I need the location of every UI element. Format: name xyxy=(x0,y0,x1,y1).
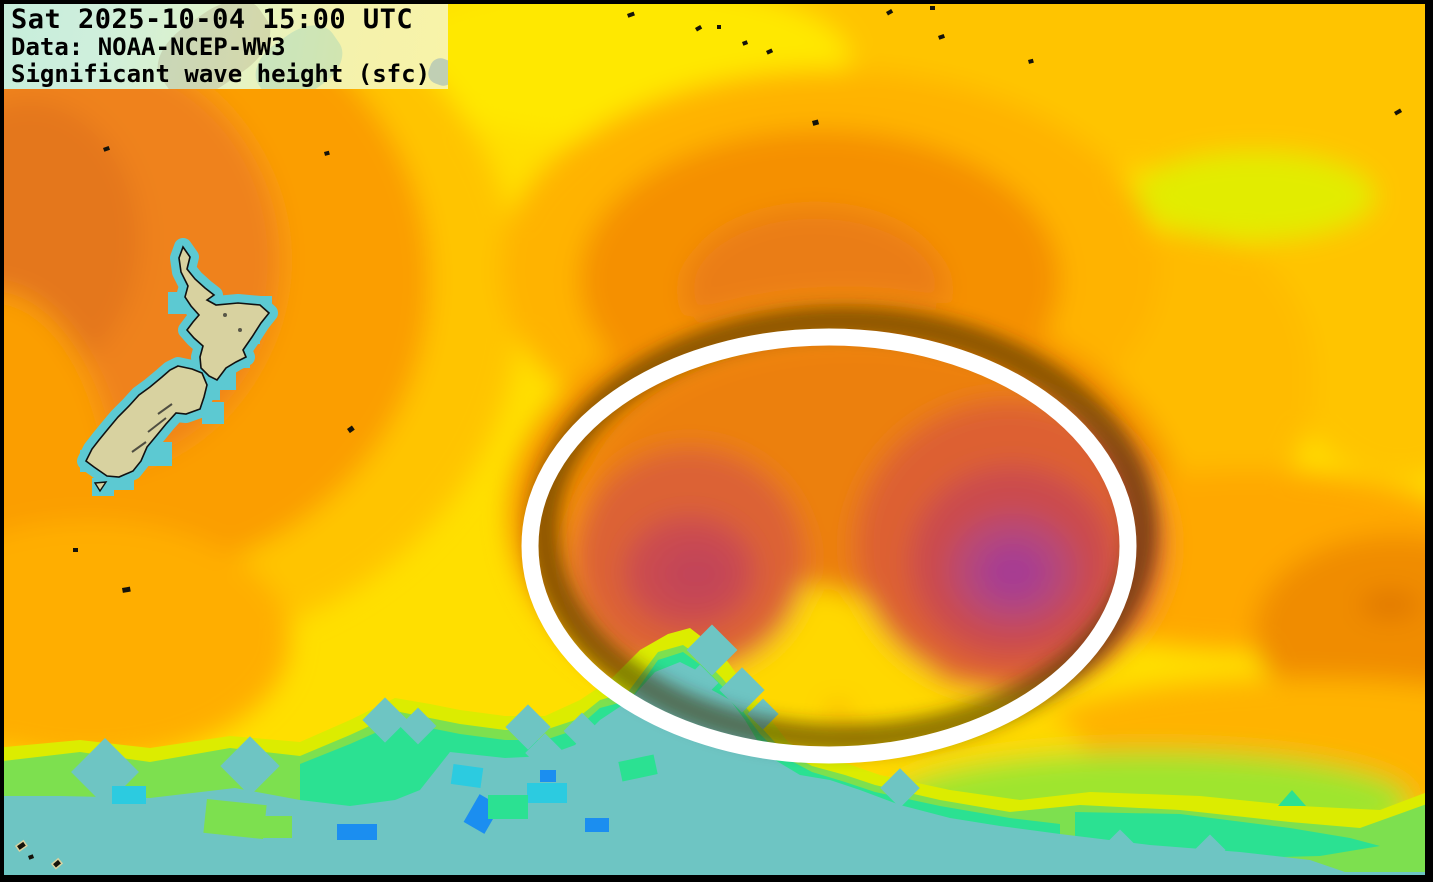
frame-border-right xyxy=(1425,0,1433,882)
map-header-overlay: Sat 2025-10-04 15:00 UTC Data: NOAA-NCEP… xyxy=(4,4,448,89)
variable-text: Significant wave height (sfc) xyxy=(11,60,431,88)
small-islands xyxy=(14,6,1403,870)
nz-south-island xyxy=(84,365,208,478)
nz-stewart-island xyxy=(93,481,108,493)
data-source-text: Data: NOAA-NCEP-WW3 xyxy=(11,33,286,61)
highlight-ellipse xyxy=(521,328,1137,764)
frame-border-bottom xyxy=(0,875,1433,882)
highlight-ellipse-shadow xyxy=(529,306,1157,754)
timestamp-text: Sat 2025-10-04 15:00 UTC xyxy=(11,4,414,35)
low-wave-bands xyxy=(0,624,1433,882)
highlight-annotation xyxy=(521,306,1157,764)
new-zealand xyxy=(77,238,278,496)
terrain-marks xyxy=(131,403,173,453)
frame-border-left xyxy=(0,0,4,882)
frame-border-top xyxy=(0,0,1433,4)
